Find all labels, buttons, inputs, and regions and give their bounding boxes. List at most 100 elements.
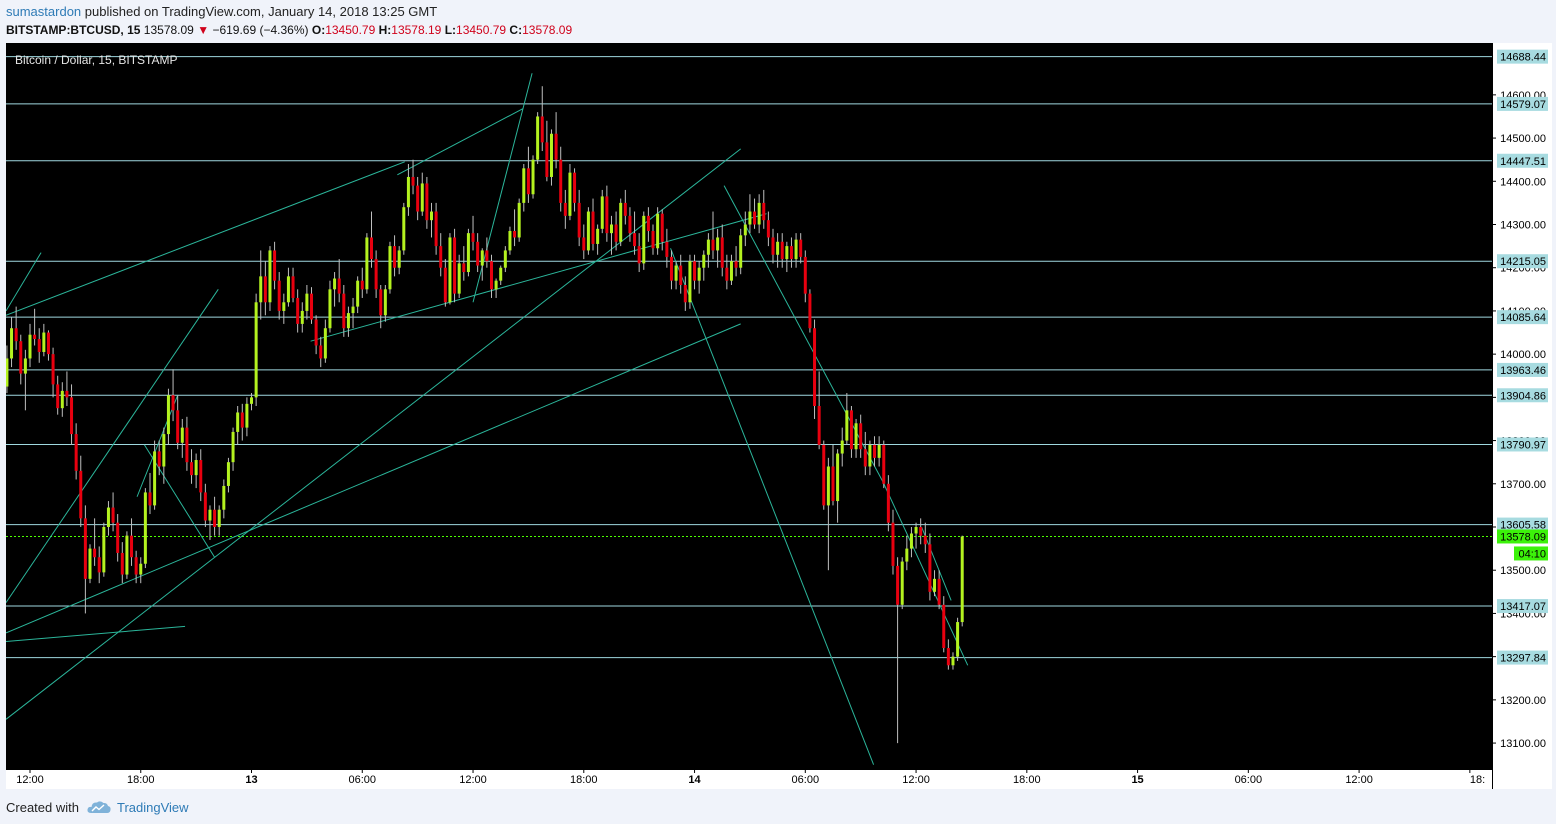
time-tick-label: 12:00 (902, 774, 930, 786)
candle-down (683, 285, 687, 303)
candle-down (859, 423, 863, 450)
candle-down (863, 449, 867, 467)
price-tick-label: 14500.00 (1500, 133, 1546, 145)
candle-up (217, 509, 221, 527)
candle-down (928, 544, 932, 592)
candle-down (679, 265, 683, 285)
time-tick-label: 18:00 (1013, 774, 1041, 786)
candle-down (319, 345, 323, 359)
open-value: 13450.79 (325, 23, 376, 37)
candle-up (933, 578, 937, 592)
candle-down (434, 211, 438, 247)
candle-down (70, 397, 74, 435)
candle-down (799, 239, 803, 257)
candle-up (365, 237, 369, 290)
candle-down (199, 460, 203, 493)
candle-up (494, 280, 498, 290)
candle-up (457, 263, 461, 294)
candle-down (637, 246, 641, 264)
author-link[interactable]: sumastardon (6, 4, 82, 19)
level-label-box (1497, 310, 1548, 325)
level-label-box (1497, 517, 1548, 532)
level-label: 13297.84 (1500, 653, 1546, 665)
candle-up (586, 211, 590, 251)
time-tick-label: 18:00 (127, 774, 155, 786)
candle-up (840, 440, 844, 454)
candle-down (573, 172, 577, 203)
trend-line (6, 148, 741, 720)
candle-down (213, 509, 217, 527)
candle-down (130, 535, 134, 558)
candle-down (263, 276, 267, 303)
candle-up (351, 306, 355, 314)
candle-up (139, 563, 143, 575)
candle-up (429, 211, 433, 221)
candle-down (374, 259, 378, 290)
candle-down (443, 267, 447, 303)
candle-down (646, 215, 650, 231)
candle-down (65, 390, 69, 398)
candlestick-chart[interactable]: 13100.0013200.0013300.0013400.0013500.00… (6, 43, 1552, 789)
candle-down (485, 250, 489, 262)
candle-up (102, 527, 106, 573)
close-value: 13578.09 (522, 23, 573, 37)
trend-line (310, 213, 767, 342)
candle-up (836, 453, 840, 502)
high-label: H: (378, 23, 392, 37)
candle-down (813, 328, 817, 406)
chart-area[interactable]: 13100.0013200.0013300.0013400.0013500.00… (6, 43, 1552, 789)
candle-down (822, 444, 826, 506)
candle-up (28, 334, 32, 359)
candle-down (725, 267, 729, 281)
close-label: C: (509, 23, 523, 37)
candle-down (753, 211, 757, 225)
candle-up (656, 213, 660, 249)
candles (6, 86, 964, 744)
candle-up (794, 239, 798, 260)
candle-up (226, 462, 230, 486)
level-label-box (1497, 254, 1548, 269)
candle-down (33, 334, 37, 340)
level-labels: 14688.44 14579.07 14447.51 14215.05 14085.64… (1497, 49, 1548, 665)
time-tick-label: 06:00 (792, 774, 820, 786)
candle-up (503, 250, 507, 268)
level-label: 14215.05 (1500, 256, 1546, 268)
candle-down (157, 451, 161, 467)
trend-lines (6, 73, 969, 765)
candle-down (337, 278, 341, 294)
candle-down (56, 384, 60, 409)
candle-up (305, 293, 309, 311)
chart-title: Bitcoin / Dollar, 15, BITSTAMP (15, 53, 178, 67)
candle-up (868, 444, 872, 467)
candle-down (370, 237, 374, 260)
countdown-box (1514, 546, 1548, 561)
price-tick-label: 13100.00 (1500, 738, 1546, 750)
candle-up (125, 535, 129, 575)
candle-down (919, 527, 923, 536)
candle-down (563, 202, 567, 216)
level-label-box (1497, 153, 1548, 168)
tradingview-cloud-icon (87, 801, 111, 813)
candle-down (582, 237, 586, 251)
candle-up (388, 246, 392, 290)
tradingview-link[interactable]: TradingView (116, 799, 189, 815)
candle-up (706, 239, 710, 255)
candle-up (642, 215, 646, 264)
trend-line (397, 108, 524, 176)
time-axis[interactable]: 12:00 18:00 13 06:00 12:00 18:00 14 06:00 12:00 1… (6, 769, 1493, 789)
candle-down (379, 289, 383, 316)
candle-up (596, 228, 600, 244)
candle-down (923, 535, 927, 545)
candle-down (513, 230, 517, 238)
candle-down (291, 276, 295, 298)
open-label: O: (311, 23, 326, 37)
candle-up (166, 395, 170, 435)
candle-up (231, 431, 235, 463)
candle-down (79, 470, 83, 519)
candle-up (346, 313, 350, 329)
candle-down (185, 427, 189, 463)
candle-up (406, 176, 410, 208)
trend-line (6, 161, 405, 316)
candle-up (383, 289, 387, 316)
high-value: 13578.19 (391, 23, 442, 37)
